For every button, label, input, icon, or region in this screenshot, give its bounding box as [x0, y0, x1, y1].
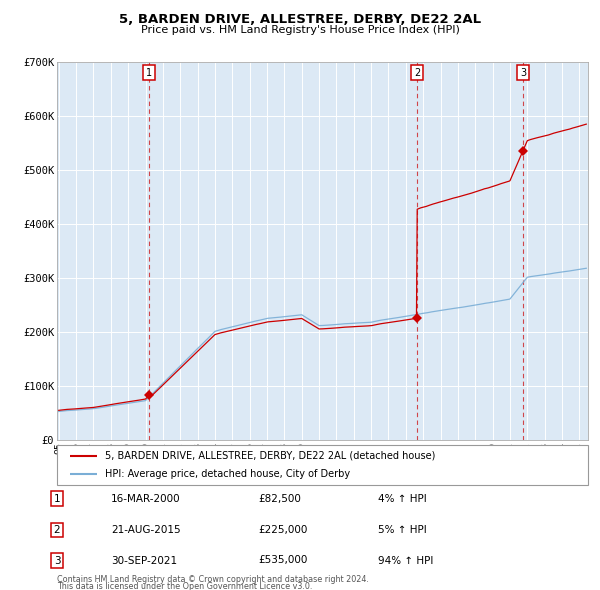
Text: 4% ↑ HPI: 4% ↑ HPI	[378, 494, 427, 503]
Text: 1: 1	[146, 68, 152, 78]
Text: 94% ↑ HPI: 94% ↑ HPI	[378, 556, 433, 565]
Text: £535,000: £535,000	[258, 556, 307, 565]
Text: £225,000: £225,000	[258, 525, 307, 535]
Text: 2: 2	[414, 68, 420, 78]
Text: This data is licensed under the Open Government Licence v3.0.: This data is licensed under the Open Gov…	[57, 582, 313, 590]
Text: 3: 3	[53, 556, 61, 565]
Text: 2: 2	[53, 525, 61, 535]
Text: £82,500: £82,500	[258, 494, 301, 503]
Text: 5, BARDEN DRIVE, ALLESTREE, DERBY, DE22 2AL: 5, BARDEN DRIVE, ALLESTREE, DERBY, DE22 …	[119, 13, 481, 26]
Text: 30-SEP-2021: 30-SEP-2021	[111, 556, 177, 565]
Text: HPI: Average price, detached house, City of Derby: HPI: Average price, detached house, City…	[105, 469, 350, 479]
Text: Price paid vs. HM Land Registry's House Price Index (HPI): Price paid vs. HM Land Registry's House …	[140, 25, 460, 35]
FancyBboxPatch shape	[57, 445, 588, 485]
Text: 1: 1	[53, 494, 61, 503]
Text: 5% ↑ HPI: 5% ↑ HPI	[378, 525, 427, 535]
Text: 5, BARDEN DRIVE, ALLESTREE, DERBY, DE22 2AL (detached house): 5, BARDEN DRIVE, ALLESTREE, DERBY, DE22 …	[105, 451, 435, 461]
Text: Contains HM Land Registry data © Crown copyright and database right 2024.: Contains HM Land Registry data © Crown c…	[57, 575, 369, 584]
Text: 3: 3	[520, 68, 526, 78]
Text: 16-MAR-2000: 16-MAR-2000	[111, 494, 181, 503]
Text: 21-AUG-2015: 21-AUG-2015	[111, 525, 181, 535]
